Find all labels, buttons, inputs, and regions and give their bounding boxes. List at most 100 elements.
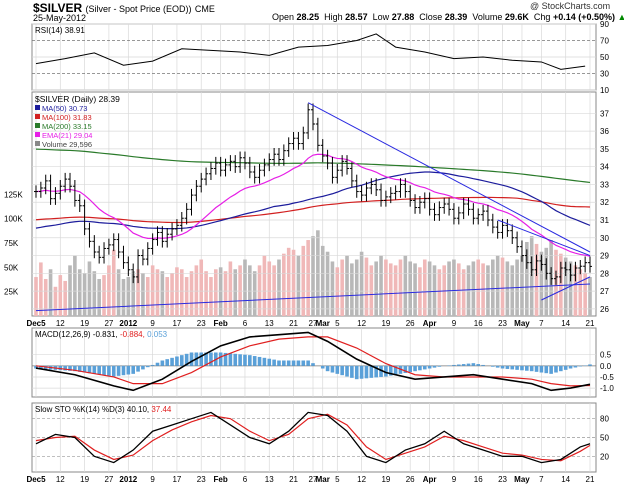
macd-histogram-bar: [126, 365, 131, 375]
macd-histogram-bar: [136, 365, 140, 372]
macd-histogram-bar: [403, 365, 408, 373]
x-axis-label: 26: [406, 475, 415, 484]
volume-bar: [418, 267, 422, 316]
volume-bar: [53, 286, 58, 316]
volume-bar: [277, 259, 281, 316]
macd-histogram-bar: [359, 365, 364, 379]
x-axis-label: 19: [381, 319, 390, 328]
macd-histogram-bar: [291, 360, 296, 366]
volume-bar: [175, 267, 179, 316]
volume-bar: [160, 271, 165, 316]
macd-histogram-bar: [525, 365, 529, 371]
macd-histogram-bar: [325, 365, 330, 372]
macd-histogram-bar: [34, 365, 38, 369]
macd-histogram-bar: [145, 365, 150, 368]
macd-histogram-bar: [131, 365, 135, 374]
volume-bar: [491, 259, 495, 316]
price-panel-title: $SILVER (Daily) 28.39: [35, 94, 120, 104]
macd-histogram-bar: [141, 365, 145, 370]
macd-histogram-bar: [437, 365, 442, 367]
trendline: [35, 283, 591, 312]
volume-bar: [364, 257, 369, 316]
macd-histogram-bar: [306, 360, 310, 366]
macd-histogram-bar: [529, 365, 534, 372]
rsi-line: [35, 33, 586, 70]
macd-histogram-bar: [248, 355, 252, 366]
macd-histogram-bar: [413, 365, 417, 372]
macd-histogram-bar: [452, 364, 456, 366]
macd-histogram-bar: [384, 365, 388, 377]
macd-histogram-bar: [121, 365, 126, 376]
macd-histogram-bar: [408, 365, 412, 373]
legend-entry: Volume 29,596: [42, 140, 92, 149]
macd-histogram-bar: [175, 356, 179, 366]
x-axis-label: 21: [586, 319, 595, 328]
x-axis-label: 21: [586, 475, 595, 484]
volume-bar: [583, 273, 587, 316]
macd-histogram-bar: [199, 352, 204, 366]
macd-histogram-bar: [267, 358, 272, 366]
legend-swatch: [35, 123, 40, 128]
volume-bar: [398, 259, 403, 316]
macd-histogram-bar: [233, 353, 238, 366]
volume-bar: [87, 261, 92, 316]
volume-bar: [48, 269, 53, 316]
volume-tick-label: 50K: [4, 263, 19, 272]
volume-bar: [63, 280, 67, 316]
price-tick-label: 35: [600, 145, 609, 154]
x-axis-label: 9: [452, 475, 457, 484]
legend-entry: MA(100) 31.83: [42, 113, 92, 122]
stockcharts-credit[interactable]: @ StockCharts.com: [530, 1, 611, 11]
macd-histogram-bar: [272, 359, 276, 366]
volume-bar: [369, 265, 374, 316]
volume-bar: [92, 271, 97, 316]
volume-bar: [588, 277, 592, 316]
ma100-line: [35, 196, 591, 224]
volume-bar: [379, 255, 383, 316]
macd-histogram-bar: [184, 353, 189, 366]
macd-histogram-bar: [179, 355, 184, 366]
volume-bar: [354, 259, 359, 316]
macd-histogram-bar: [466, 363, 471, 366]
volume-bar: [384, 259, 388, 316]
volume-bar: [422, 259, 427, 316]
macd-histogram-bar: [160, 360, 165, 366]
volume-bar: [97, 278, 101, 316]
macd-histogram-bar: [92, 365, 97, 374]
volume-bar: [471, 261, 476, 316]
x-axis-label: 23: [498, 319, 507, 328]
macd-tick-label: -0.5: [600, 373, 614, 382]
volume-bar: [34, 277, 38, 316]
volume-bar: [408, 261, 412, 316]
volume-bar: [340, 259, 344, 316]
x-axis-label: 23: [197, 475, 206, 484]
volume-bar: [335, 267, 340, 316]
x-axis-label: May: [514, 319, 530, 328]
volume-bar: [116, 269, 121, 316]
x-axis-label: 19: [80, 475, 89, 484]
macd-histogram-bar: [559, 365, 563, 372]
x-axis-label: 17: [172, 319, 181, 328]
volume-bar: [150, 265, 155, 316]
sto-tick-label: 50: [600, 434, 609, 443]
volume-bar: [102, 275, 106, 316]
volume-bar: [461, 269, 466, 316]
x-axis-label: Apr: [423, 319, 437, 328]
volume-bar: [170, 273, 174, 316]
volume-tick-label: 75K: [4, 239, 19, 248]
chart-date: 25-May-2012: [33, 13, 87, 23]
volume-bar: [218, 267, 223, 316]
volume-bar: [320, 245, 325, 316]
rsi-label: RSI(14) 38.91: [35, 26, 85, 35]
volume-bar: [466, 265, 471, 316]
legend-entry: MA(50) 30.73: [42, 104, 87, 113]
macd-histogram-bar: [155, 362, 160, 366]
legend-swatch: [35, 105, 40, 110]
macd-histogram-bar: [364, 365, 369, 379]
x-axis-label: 23: [197, 319, 206, 328]
macd-histogram-bar: [335, 365, 340, 374]
macd-histogram-bar: [277, 360, 281, 366]
volume-bar: [529, 236, 534, 316]
volume-bar: [82, 273, 87, 316]
